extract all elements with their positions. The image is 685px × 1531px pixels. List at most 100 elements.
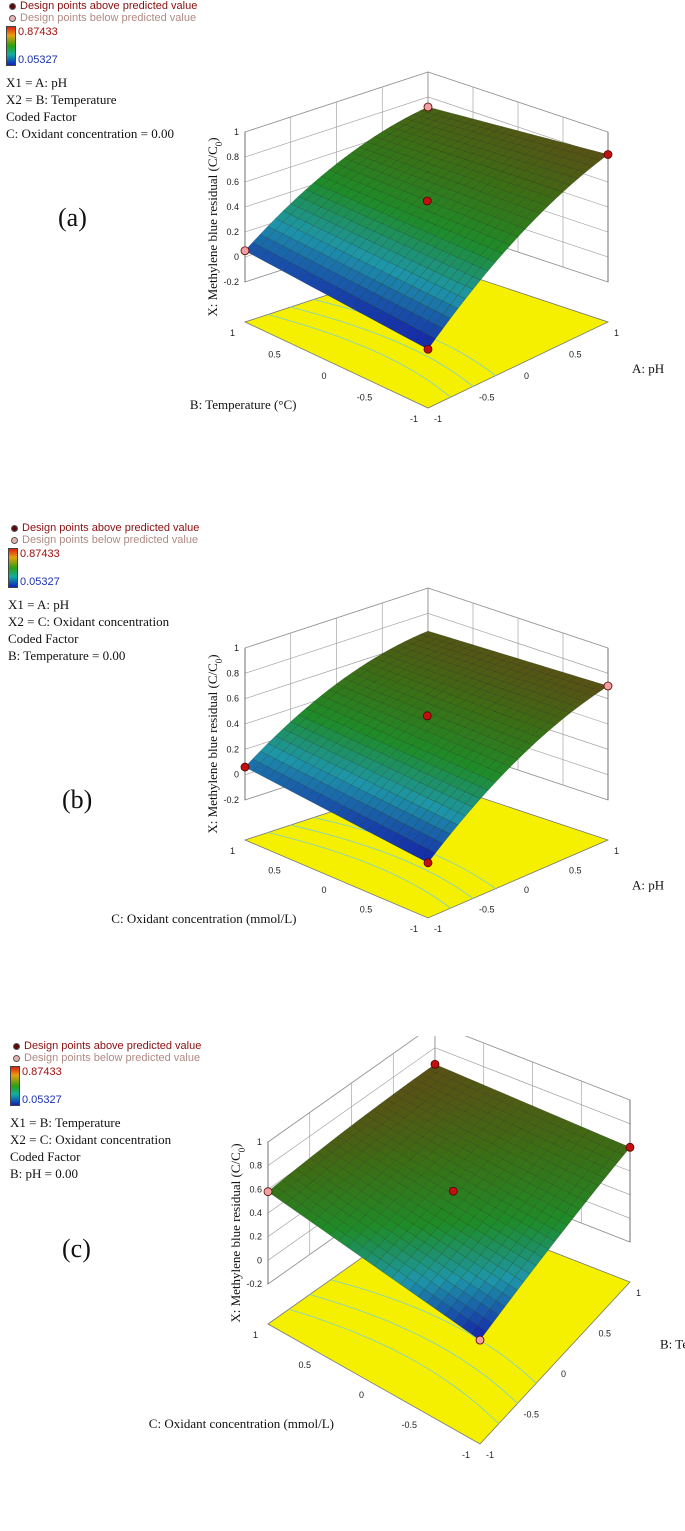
legend-below-label: Design points below predicted value <box>20 12 197 24</box>
color-scale: 0.87433 0.05327 <box>6 26 197 66</box>
design-point <box>625 1142 635 1152</box>
color-min: 0.05327 <box>22 1094 62 1106</box>
design-point <box>422 711 432 721</box>
z-tick-label: 0.6 <box>226 694 239 704</box>
z-axis-title: X: Methylene blue residual (C/C0) <box>228 1143 247 1322</box>
x-tick-label: 1 <box>614 328 619 338</box>
y-axis-title: B: Temperature (°C) <box>190 397 297 412</box>
design-point <box>423 858 433 868</box>
factor-x2: X2 = C: Oxidant concentration <box>10 1132 172 1147</box>
z-tick-label: 0.2 <box>249 1232 262 1242</box>
panel-label: (b) <box>62 785 93 814</box>
x-tick-label: 0.5 <box>599 1329 612 1339</box>
design-point <box>448 1186 458 1196</box>
grid-line <box>267 1047 631 1166</box>
x-tick-label: 1 <box>614 846 619 856</box>
coded-factor: Coded Factor <box>8 631 79 646</box>
contour-line <box>290 306 474 387</box>
fixed-factor: C: Oxidant concentration = 0.00 <box>6 126 174 141</box>
x-axis-title: B: Temperature (°C) <box>660 1336 685 1351</box>
color-max: 0.87433 <box>18 26 58 38</box>
response-surface <box>244 630 609 863</box>
color-max: 0.87433 <box>20 548 60 560</box>
y-tick-label: 1 <box>230 846 235 856</box>
z-tick-label: 0.8 <box>226 152 239 162</box>
z-tick-label: 0.2 <box>226 744 239 754</box>
chart-panel-a: -0.2 0 0.2 0.4 0.6 0.8 1 -1 -0.5 0 0.5 1 -1 -0.5 0 0.5 1… <box>0 0 685 495</box>
x-axis-title: A: pH <box>632 878 664 893</box>
design-point <box>603 681 613 691</box>
design-point <box>240 246 250 256</box>
y-tick-label: 0.5 <box>268 866 281 876</box>
surface-plot-a: -0.2 0 0.2 0.4 0.6 0.8 1 -1 -0.5 0 0.5 1 -1 -0.5 0 0.5 1… <box>190 71 664 424</box>
factor-x1: X1 = B: Temperature <box>10 1115 121 1130</box>
z-tick-label: 0.6 <box>226 177 239 187</box>
design-point <box>430 1059 440 1069</box>
y-tick-label: -1 <box>410 414 418 424</box>
x-tick-label: 0 <box>524 371 529 381</box>
grid-line <box>244 613 609 674</box>
chart-panel-b: -0.2 0 0.2 0.4 0.6 0.8 1 -1 -0.5 0 0.5 1 -1 0.5 0 0.5 1 A… <box>0 522 685 1017</box>
design-point <box>240 762 250 772</box>
y-axis-title: C: Oxidant concentration (mmol/L) <box>111 911 296 926</box>
legend: Design points above predicted value Desi… <box>8 522 199 664</box>
z-tick-label: 0.6 <box>249 1184 262 1194</box>
y-tick-label: 0 <box>321 371 326 381</box>
design-point <box>422 196 432 206</box>
z-axis-title: X: Methylene blue residual (C/C0) <box>205 137 224 316</box>
color-min: 0.05327 <box>18 54 58 66</box>
grid-line <box>244 71 609 133</box>
factor-x1: X1 = A: pH <box>6 75 68 90</box>
factor-info: X1 = A: pH X2 = C: Oxidant concentration… <box>8 596 199 664</box>
x-tick-label: -1 <box>434 924 442 934</box>
legend-below-label: Design points below predicted value <box>22 534 199 546</box>
contour-line <box>267 832 451 909</box>
z-tick-label: 0 <box>234 252 239 262</box>
color-max: 0.87433 <box>22 1066 62 1078</box>
z-tick-label: 1 <box>257 1137 262 1147</box>
y-tick-label: -0.5 <box>401 1420 417 1430</box>
contour-line <box>309 1294 518 1404</box>
contour-line <box>330 1279 537 1384</box>
design-point <box>475 1335 485 1345</box>
legend-below-label: Design points below predicted value <box>24 1052 201 1064</box>
y-tick-label: -1 <box>410 924 418 934</box>
above-marker-icon <box>11 524 18 532</box>
below-marker-icon <box>13 1054 20 1062</box>
y-tick-label: -1 <box>462 1450 470 1460</box>
factor-x2: X2 = B: Temperature <box>6 92 117 107</box>
coded-factor: Coded Factor <box>10 1149 81 1164</box>
z-tick-label: -0.2 <box>223 795 239 805</box>
z-tick-label: 0 <box>257 1255 262 1265</box>
y-tick-label: -0.5 <box>357 393 373 403</box>
design-point <box>423 344 433 354</box>
legend-above-label: Design points above predicted value <box>24 1040 202 1052</box>
legend: Design points above predicted value Desi… <box>6 0 197 142</box>
factor-x2: X2 = C: Oxidant concentration <box>8 614 170 629</box>
x-tick-label: 0.5 <box>569 350 582 360</box>
z-tick-label: 0.8 <box>249 1161 262 1171</box>
above-marker-icon <box>9 2 16 10</box>
z-tick-label: 0.2 <box>226 227 239 237</box>
legend-above-label: Design points above predicted value <box>22 522 200 534</box>
fixed-factor: B: pH = 0.00 <box>10 1166 79 1181</box>
design-point <box>263 1187 273 1197</box>
z-tick-label: 0.4 <box>226 202 239 212</box>
z-tick-label: -0.2 <box>223 277 239 287</box>
grid-line <box>244 587 609 649</box>
color-gradient <box>8 548 18 588</box>
x-tick-label: 0 <box>561 1369 566 1379</box>
y-tick-label: 0 <box>321 885 326 895</box>
surface-plot-b: -0.2 0 0.2 0.4 0.6 0.8 1 -1 -0.5 0 0.5 1 -1 0.5 0 0.5 1 A… <box>111 587 664 934</box>
z-tick-label: 1 <box>234 127 239 137</box>
color-min: 0.05327 <box>20 576 60 588</box>
z-tick-label: 0.4 <box>249 1208 262 1218</box>
z-tick-label: 0.8 <box>226 668 239 678</box>
panel-label: (a) <box>58 203 87 232</box>
legend-above-label: Design points above predicted value <box>20 0 198 12</box>
x-tick-label: -0.5 <box>479 393 495 403</box>
y-axis-title: C: Oxidant concentration (mmol/L) <box>149 1416 334 1431</box>
y-tick-label: 0.5 <box>268 350 281 360</box>
contour-line <box>288 1308 500 1425</box>
above-marker-icon <box>13 1042 20 1050</box>
